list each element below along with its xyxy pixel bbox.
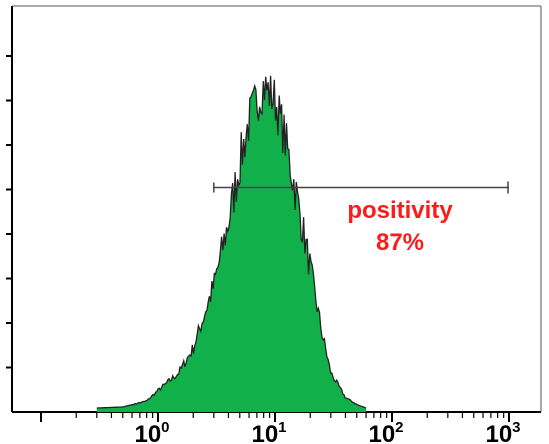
x-tick-label: 103 xyxy=(485,419,520,444)
y-axis-ticks xyxy=(6,55,12,369)
x-axis-tick-labels: 100 101 102 103 xyxy=(134,419,520,444)
x-tick-label: 102 xyxy=(368,419,403,444)
x-axis-ticks xyxy=(40,412,510,422)
histogram-fill xyxy=(96,75,367,413)
annotation-positivity-percent: 87% xyxy=(376,229,424,256)
positivity-gate xyxy=(213,181,509,194)
histogram-outline xyxy=(96,75,367,409)
x-tick-label: 101 xyxy=(251,419,286,444)
x-tick-label: 100 xyxy=(134,419,169,444)
annotation-positivity-label: positivity xyxy=(347,197,453,224)
